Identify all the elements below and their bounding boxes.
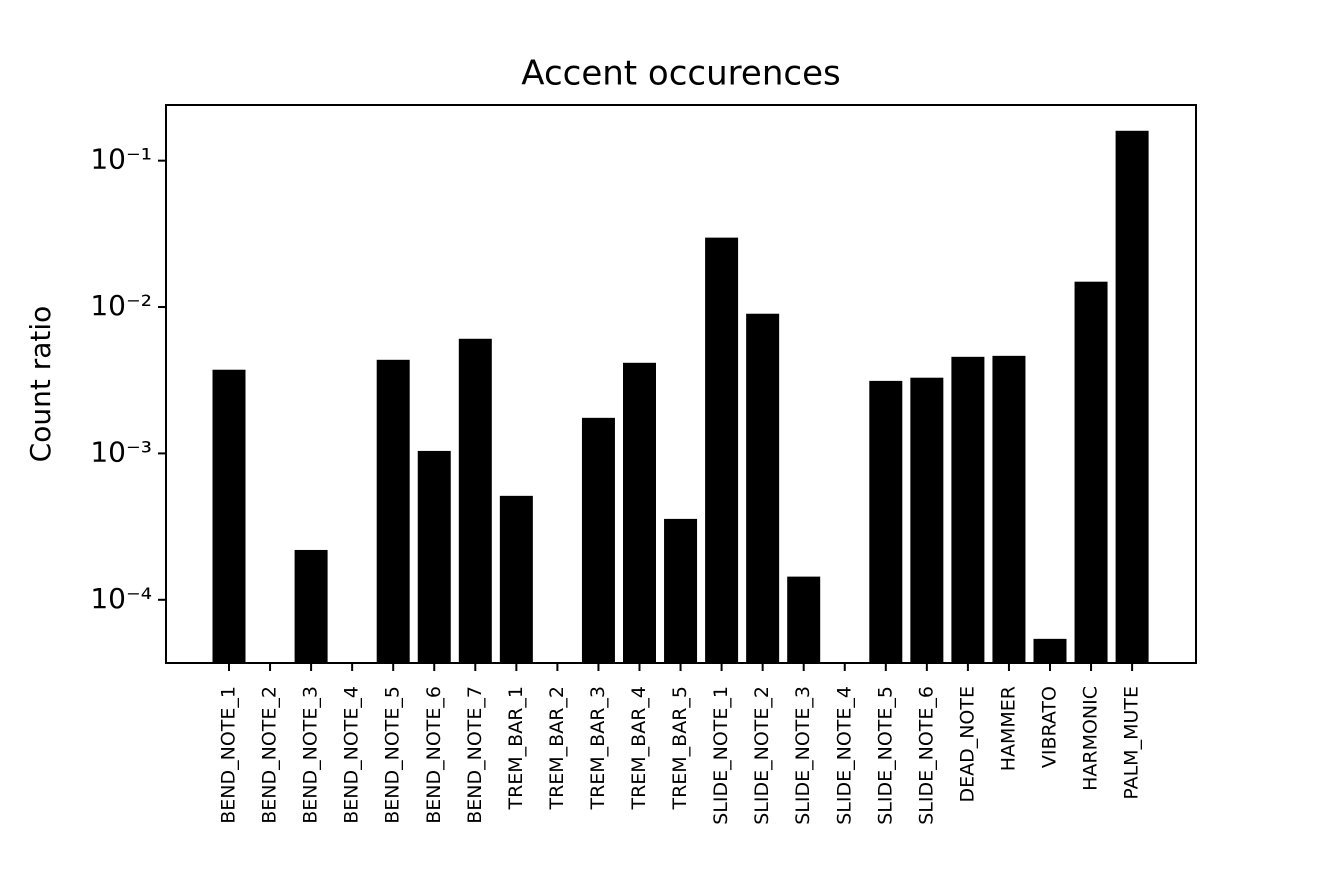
x-tick-label: SLIDE_NOTE_3 [792, 686, 814, 825]
bar [623, 362, 656, 663]
bar [910, 377, 944, 663]
x-tick-label: SLIDE_NOTE_1 [710, 686, 732, 825]
bar [417, 450, 451, 663]
y-tick-label: 10⁻⁴ [90, 582, 152, 615]
x-tick-label: BEND_NOTE_1 [218, 686, 240, 824]
x-tick-label: HAMMER [997, 686, 1019, 771]
bar [499, 495, 533, 663]
bar [787, 576, 821, 663]
bar [458, 338, 492, 663]
y-tick-label: 10⁻² [90, 289, 152, 322]
x-tick-label: VIBRATO [1039, 686, 1061, 768]
x-tick-label: SLIDE_NOTE_4 [833, 686, 855, 825]
chart-title: Accent occurences [521, 54, 840, 94]
x-tick-label: TREM_BAR_5 [669, 686, 691, 811]
x-tick-label: BEND_NOTE_5 [382, 686, 404, 824]
bar [705, 237, 739, 663]
x-tick-label: BEND_NOTE_7 [464, 686, 486, 824]
x-tick-label: SLIDE_NOTE_6 [915, 686, 937, 825]
bar [294, 549, 328, 663]
bar [1033, 638, 1067, 663]
y-tick-label: 10⁻¹ [90, 143, 152, 176]
x-tick-label: TREM_BAR_1 [505, 686, 527, 811]
x-tick-label: SLIDE_NOTE_2 [751, 686, 773, 825]
bar [1074, 281, 1108, 663]
x-tick-label: TREM_BAR_4 [628, 686, 650, 811]
bar [212, 369, 246, 663]
x-tick-label: SLIDE_NOTE_5 [874, 686, 896, 825]
x-tick-label: HARMONIC [1080, 686, 1102, 791]
bar [869, 380, 903, 663]
x-tick-label: BEND_NOTE_3 [300, 686, 322, 824]
x-tick-label: PALM_MUTE [1121, 686, 1143, 800]
bar [1115, 130, 1149, 664]
bar [951, 356, 985, 663]
x-tick-label: DEAD_NOTE [956, 686, 978, 803]
bar [992, 355, 1026, 663]
y-tick-label: 10⁻³ [90, 435, 152, 468]
bar [664, 518, 698, 663]
bar [581, 417, 615, 663]
x-tick-label: BEND_NOTE_4 [341, 686, 363, 824]
bar [376, 359, 410, 663]
y-axis-label: Count ratio [24, 306, 57, 463]
x-tick-label: BEND_NOTE_2 [259, 686, 281, 824]
x-tick-label: TREM_BAR_2 [546, 686, 568, 811]
bar [746, 313, 780, 663]
x-tick-label: TREM_BAR_3 [587, 686, 609, 811]
x-tick-label: BEND_NOTE_6 [423, 686, 445, 824]
